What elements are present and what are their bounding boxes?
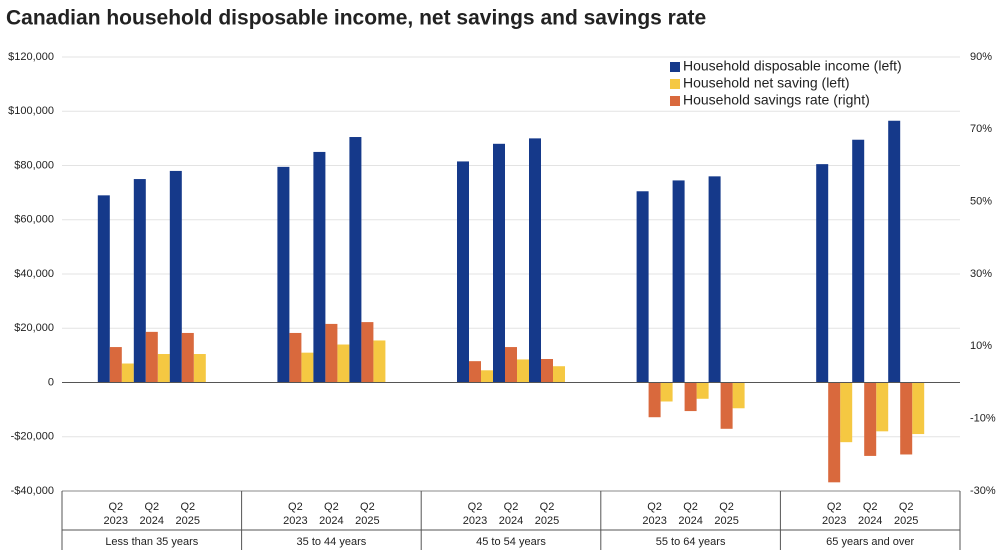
group-label: 65 years and over xyxy=(826,536,914,548)
bar xyxy=(672,180,685,383)
y2-tick-label: -30% xyxy=(970,485,996,497)
bar xyxy=(337,344,350,383)
bar xyxy=(636,191,649,383)
bar xyxy=(481,370,493,383)
x-tick-label: Q2 2025 xyxy=(535,501,559,527)
bar xyxy=(457,161,469,383)
bar xyxy=(193,354,206,383)
bar xyxy=(732,382,745,409)
bar xyxy=(529,138,541,383)
y2-tick-label: 70% xyxy=(970,123,992,135)
bar xyxy=(169,170,182,383)
x-tick-label: Q2 2025 xyxy=(894,501,918,527)
bar xyxy=(912,382,925,435)
legend-swatch xyxy=(670,96,680,106)
x-tick-label: Q2 2024 xyxy=(319,501,343,527)
bar xyxy=(133,179,146,383)
bar xyxy=(361,322,374,383)
bar xyxy=(900,382,913,455)
bar xyxy=(469,361,481,383)
x-tick-label: Q2 2025 xyxy=(714,501,738,527)
x-tick-label: Q2 2023 xyxy=(104,501,128,527)
y-tick-label: $120,000 xyxy=(8,51,54,63)
x-tick-label: Q2 2025 xyxy=(176,501,200,527)
y-tick-label: -$20,000 xyxy=(11,431,54,443)
x-tick-label: Q2 2024 xyxy=(678,501,702,527)
bar xyxy=(373,340,386,383)
x-tick-label: Q2 2025 xyxy=(355,501,379,527)
bar xyxy=(660,382,673,402)
bar xyxy=(840,382,853,443)
group-label: 35 to 44 years xyxy=(297,536,367,548)
bar xyxy=(720,382,733,429)
bar xyxy=(289,332,302,383)
bar xyxy=(888,120,901,383)
bar xyxy=(696,382,709,399)
bar xyxy=(852,139,865,383)
y-tick-label: $60,000 xyxy=(14,214,54,226)
x-tick-label: Q2 2024 xyxy=(499,501,523,527)
y2-tick-label: 50% xyxy=(970,196,992,208)
bar xyxy=(828,382,841,483)
group-label: Less than 35 years xyxy=(105,536,198,548)
bar xyxy=(816,164,829,383)
bar xyxy=(181,332,194,383)
group-label: 55 to 64 years xyxy=(656,536,726,548)
bar xyxy=(157,354,170,383)
legend-label: Household net saving (left) xyxy=(683,75,850,91)
bar xyxy=(349,137,362,383)
x-tick-label: Q2 2023 xyxy=(642,501,666,527)
legend-label: Household disposable income (left) xyxy=(683,58,902,74)
y-tick-label: $100,000 xyxy=(8,105,54,117)
bar xyxy=(553,366,565,383)
x-tick-label: Q2 2023 xyxy=(283,501,307,527)
y-tick-label: $80,000 xyxy=(14,159,54,171)
y2-tick-label: 90% xyxy=(970,51,992,63)
y-tick-label: $40,000 xyxy=(14,268,54,280)
legend-label: Household savings rate (right) xyxy=(683,92,870,108)
bar xyxy=(97,195,110,383)
y-tick-label: 0 xyxy=(48,376,54,388)
bar xyxy=(109,347,122,383)
group-label: 45 to 54 years xyxy=(476,536,546,548)
x-tick-label: Q2 2024 xyxy=(140,501,164,527)
legend-swatch xyxy=(670,79,680,89)
y2-tick-label: 30% xyxy=(970,268,992,280)
y-tick-label: -$40,000 xyxy=(11,485,54,497)
bar xyxy=(505,347,517,383)
bar xyxy=(684,382,697,412)
bar xyxy=(145,331,158,383)
bar xyxy=(493,143,505,383)
bar xyxy=(541,358,553,383)
y2-tick-label: 10% xyxy=(970,340,992,352)
bar xyxy=(277,166,290,383)
x-tick-label: Q2 2023 xyxy=(822,501,846,527)
bar xyxy=(301,352,314,383)
bar xyxy=(864,382,877,456)
bar xyxy=(517,359,529,383)
bar xyxy=(325,323,338,383)
bar xyxy=(121,363,134,383)
chart-title: Canadian household disposable income, ne… xyxy=(6,7,706,30)
x-tick-label: Q2 2023 xyxy=(463,501,487,527)
y-tick-label: $20,000 xyxy=(14,322,54,334)
y2-tick-label: -10% xyxy=(970,413,996,425)
legend-swatch xyxy=(670,62,680,72)
x-tick-label: Q2 2024 xyxy=(858,501,882,527)
bar xyxy=(708,176,721,383)
bar xyxy=(648,382,661,418)
bar xyxy=(876,382,889,432)
bar xyxy=(313,151,326,383)
